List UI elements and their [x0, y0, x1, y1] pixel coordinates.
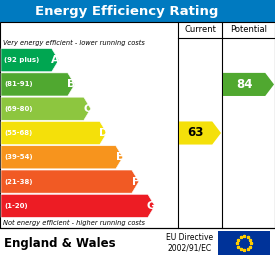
Text: England & Wales: England & Wales — [4, 237, 115, 249]
Text: Current: Current — [184, 26, 216, 35]
Text: Potential: Potential — [230, 26, 267, 35]
Polygon shape — [223, 73, 274, 96]
Text: 84: 84 — [236, 78, 252, 91]
Text: A: A — [51, 55, 60, 65]
Text: D: D — [99, 128, 108, 138]
Text: F: F — [132, 176, 139, 187]
Polygon shape — [1, 122, 107, 144]
Polygon shape — [179, 122, 221, 144]
Polygon shape — [1, 146, 123, 169]
Text: Not energy efficient - higher running costs: Not energy efficient - higher running co… — [3, 220, 145, 226]
Polygon shape — [1, 73, 75, 96]
Text: (1-20): (1-20) — [4, 203, 28, 209]
Polygon shape — [1, 49, 59, 72]
Text: C: C — [83, 104, 91, 114]
Text: (81-91): (81-91) — [4, 82, 33, 87]
Polygon shape — [1, 97, 91, 120]
Text: Very energy efficient - lower running costs: Very energy efficient - lower running co… — [3, 40, 145, 46]
Bar — [0, 0, 275, 22]
Bar — [218, 231, 270, 255]
Text: E: E — [116, 152, 123, 162]
Text: (39-54): (39-54) — [4, 154, 33, 160]
Text: (55-68): (55-68) — [4, 130, 32, 136]
Text: G: G — [147, 201, 156, 211]
Text: 63: 63 — [188, 126, 204, 140]
Text: (21-38): (21-38) — [4, 179, 32, 184]
Text: (69-80): (69-80) — [4, 106, 32, 112]
Polygon shape — [1, 194, 155, 217]
Polygon shape — [1, 170, 139, 193]
Text: EU Directive
2002/91/EC: EU Directive 2002/91/EC — [166, 233, 214, 253]
Text: (92 plus): (92 plus) — [4, 57, 39, 63]
Text: B: B — [67, 79, 75, 90]
Text: Energy Efficiency Rating: Energy Efficiency Rating — [35, 4, 218, 18]
Bar — [0, 22, 275, 228]
